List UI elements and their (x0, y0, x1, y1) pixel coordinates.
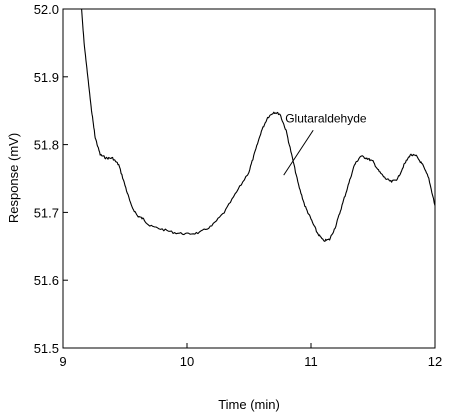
x-axis: 9 10 11 12 (59, 343, 442, 369)
x-tick-label: 10 (180, 354, 194, 369)
x-tick-label: 9 (59, 354, 66, 369)
annotation-label: Glutaraldehyde (285, 111, 367, 125)
y-tick-label: 51.9 (34, 70, 59, 85)
y-tick-label: 51.8 (34, 138, 59, 153)
x-axis-title: Time (min) (218, 397, 280, 412)
y-tick-label: 51.5 (34, 341, 59, 356)
annotation-leader-line (283, 129, 314, 176)
y-tick-label: 52.0 (34, 2, 59, 17)
plot-frame (62, 8, 436, 349)
response-line (81, 8, 436, 242)
x-tick-label: 12 (428, 354, 442, 369)
y-axis: 51.5 51.6 51.7 51.8 51.9 52.0 (34, 2, 68, 356)
y-tick-label: 51.6 (34, 273, 59, 288)
y-axis-title: Response (mV) (6, 133, 21, 223)
x-tick-label: 11 (304, 354, 318, 369)
y-tick-label: 51.7 (34, 205, 59, 220)
